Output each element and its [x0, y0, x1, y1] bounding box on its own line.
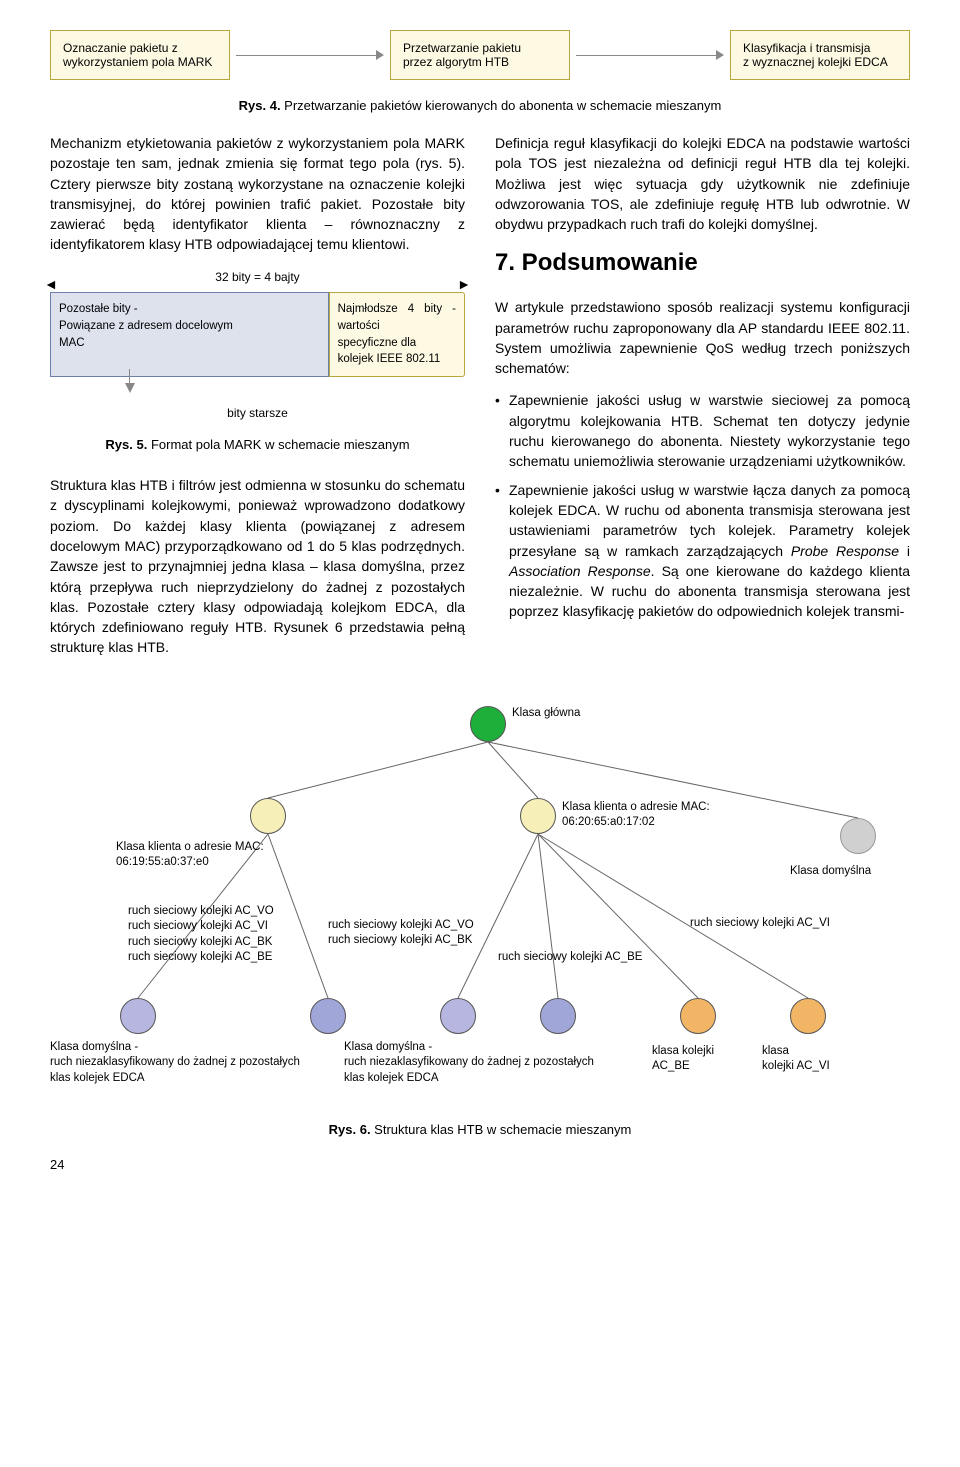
node-cdef [840, 818, 876, 854]
right-p2: W artykule przedstawiono sposób realizac… [495, 297, 910, 378]
fig2-caption: Rys. 5. Format pola MARK w schemacie mie… [50, 436, 465, 455]
left-p2: Struktura klas HTB i filtrów jest odmien… [50, 475, 465, 658]
fig1-arrow-2 [570, 50, 730, 60]
node-c1lav [120, 998, 156, 1034]
fig2-right-arrow-icon: ► [457, 274, 471, 294]
right-p1: Definicja reguł klasyfikacji do kolejki … [495, 133, 910, 234]
fig3-tree: Klasa główna Klasa klienta o adresie MAC:… [50, 688, 910, 1108]
fig2-caption-bold: Rys. 5. [105, 437, 147, 452]
node-c2or2 [790, 998, 826, 1034]
node-root [470, 706, 506, 742]
fig2-left-box: Pozostałe bity -Powiązane z adresem doce… [50, 292, 329, 377]
fig2-caption-rest: Format pola MARK w schemacie mieszanym [147, 437, 409, 452]
node-c1 [250, 798, 286, 834]
fig1-caption: Rys. 4. Przetwarzanie pakietów kierowany… [50, 98, 910, 113]
fig1-box-1: Oznaczanie pakietu zwykorzystaniem pola … [50, 30, 230, 80]
node-c2lav [440, 998, 476, 1034]
node-c2blue [540, 998, 576, 1034]
section-heading: 7. Podsumowanie [495, 246, 910, 281]
fig1-caption-rest: Przetwarzanie pakietów kierowanych do ab… [281, 98, 722, 113]
fig2-right-box: Najmłodsze 4 bity - wartościspecyficzne … [329, 292, 465, 377]
fig2-header: 32 bity = 4 bajty [50, 269, 465, 286]
edge-label-7: klasakolejki AC_VI [762, 1044, 830, 1075]
fig3-caption-rest: Struktura klas HTB w schemacie mieszanym [371, 1122, 632, 1137]
edge-label-3: ruch sieciowy kolejki AC_VI [690, 916, 830, 932]
bullet-2-text: Zapewnienie jakości usług w warstwie łąc… [509, 482, 910, 620]
edge-label-5: Klasa domyślna -ruch niezaklasyfikowany … [344, 1040, 594, 1087]
node-c2 [520, 798, 556, 834]
node-c1blue [310, 998, 346, 1034]
fig1-box-3: Klasyfikacja i transmisjaz wyznacznej ko… [730, 30, 910, 80]
node-label-c1: Klasa klienta o adresie MAC:06:19:55:a0:… [116, 840, 264, 871]
left-p1: Mechanizm etykietowania pakietów z wykor… [50, 133, 465, 255]
right-column: Definicja reguł klasyfikacji do kolejki … [495, 133, 910, 670]
node-c2or1 [680, 998, 716, 1034]
fig3-caption: Rys. 6. Struktura klas HTB w schemacie m… [50, 1122, 910, 1137]
node-label-root: Klasa główna [512, 706, 580, 722]
fig1-caption-bold: Rys. 4. [239, 98, 281, 113]
fig2-left-arrow-icon: ◄ [44, 274, 58, 294]
fig2-bar: ◄ ► Pozostałe bity -Powiązane z adresem … [50, 292, 465, 377]
node-label-c2: Klasa klienta o adresie MAC:06:20:65:a0:… [562, 800, 710, 831]
bullet-2: Zapewnienie jakości usług w warstwie łąc… [495, 480, 910, 622]
fig1-flowchart: Oznaczanie pakietu zwykorzystaniem pola … [50, 30, 910, 80]
edge-label-1: ruch sieciowy kolejki AC_VOruch sieciowy… [328, 918, 474, 949]
fig2-starsze-text: bity starsze [227, 406, 288, 420]
edge-label-4: Klasa domyślna -ruch niezaklasyfikowany … [50, 1040, 300, 1087]
page-number: 24 [50, 1157, 910, 1172]
fig1-arrow-1 [230, 50, 390, 60]
edge-label-2: ruch sieciowy kolejki AC_BE [498, 950, 642, 966]
fig1-box-2: Przetwarzanie pakietuprzez algorytm HTB [390, 30, 570, 80]
node-label-cdef: Klasa domyślna [790, 864, 871, 880]
bullet-1: Zapewnienie jakości usług w warstwie sie… [495, 390, 910, 471]
bullet-list: Zapewnienie jakości usług w warstwie sie… [495, 390, 910, 621]
edge-label-0: ruch sieciowy kolejki AC_VOruch sieciowy… [128, 904, 274, 966]
edge-label-6: klasa kolejkiAC_BE [652, 1044, 714, 1075]
fig2-starsze: bity starsze [50, 405, 465, 422]
fig3-caption-bold: Rys. 6. [329, 1122, 371, 1137]
left-column: Mechanizm etykietowania pakietów z wykor… [50, 133, 465, 670]
fig2-mark-format: 32 bity = 4 bajty ◄ ► Pozostałe bity -Po… [50, 269, 465, 422]
